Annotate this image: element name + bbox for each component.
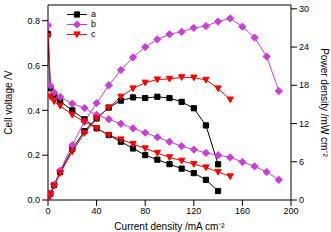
svg-text:0: 0 [299,195,304,205]
svg-text:Power density /mW cm⁻²: Power density /mW cm⁻² [319,48,323,157]
svg-text:12: 12 [299,119,309,129]
svg-text:0.0: 0.0 [27,195,40,205]
svg-text:Cell voltage /V: Cell voltage /V [8,70,14,135]
svg-text:0.2: 0.2 [27,150,40,160]
svg-text:80: 80 [140,206,150,216]
svg-text:120: 120 [186,206,201,216]
svg-text:0.4: 0.4 [27,106,40,116]
html-text:b: b [91,19,96,29]
svg-text:6: 6 [299,157,304,167]
svg-text:Current density /mA cm⁻²: Current density /mA cm⁻² [114,221,225,232]
svg-text:0: 0 [45,206,50,216]
svg-text:18: 18 [299,80,309,90]
html-text:a: a [91,9,96,19]
svg-text:40: 40 [92,206,102,216]
svg-text:0.6: 0.6 [27,61,40,71]
svg-text:24: 24 [299,42,309,52]
svg-text:200: 200 [283,206,298,216]
svg-text:0.8: 0.8 [27,16,40,26]
html-text:c: c [91,29,96,39]
svg-text:30: 30 [299,4,309,14]
svg-text:160: 160 [235,206,250,216]
